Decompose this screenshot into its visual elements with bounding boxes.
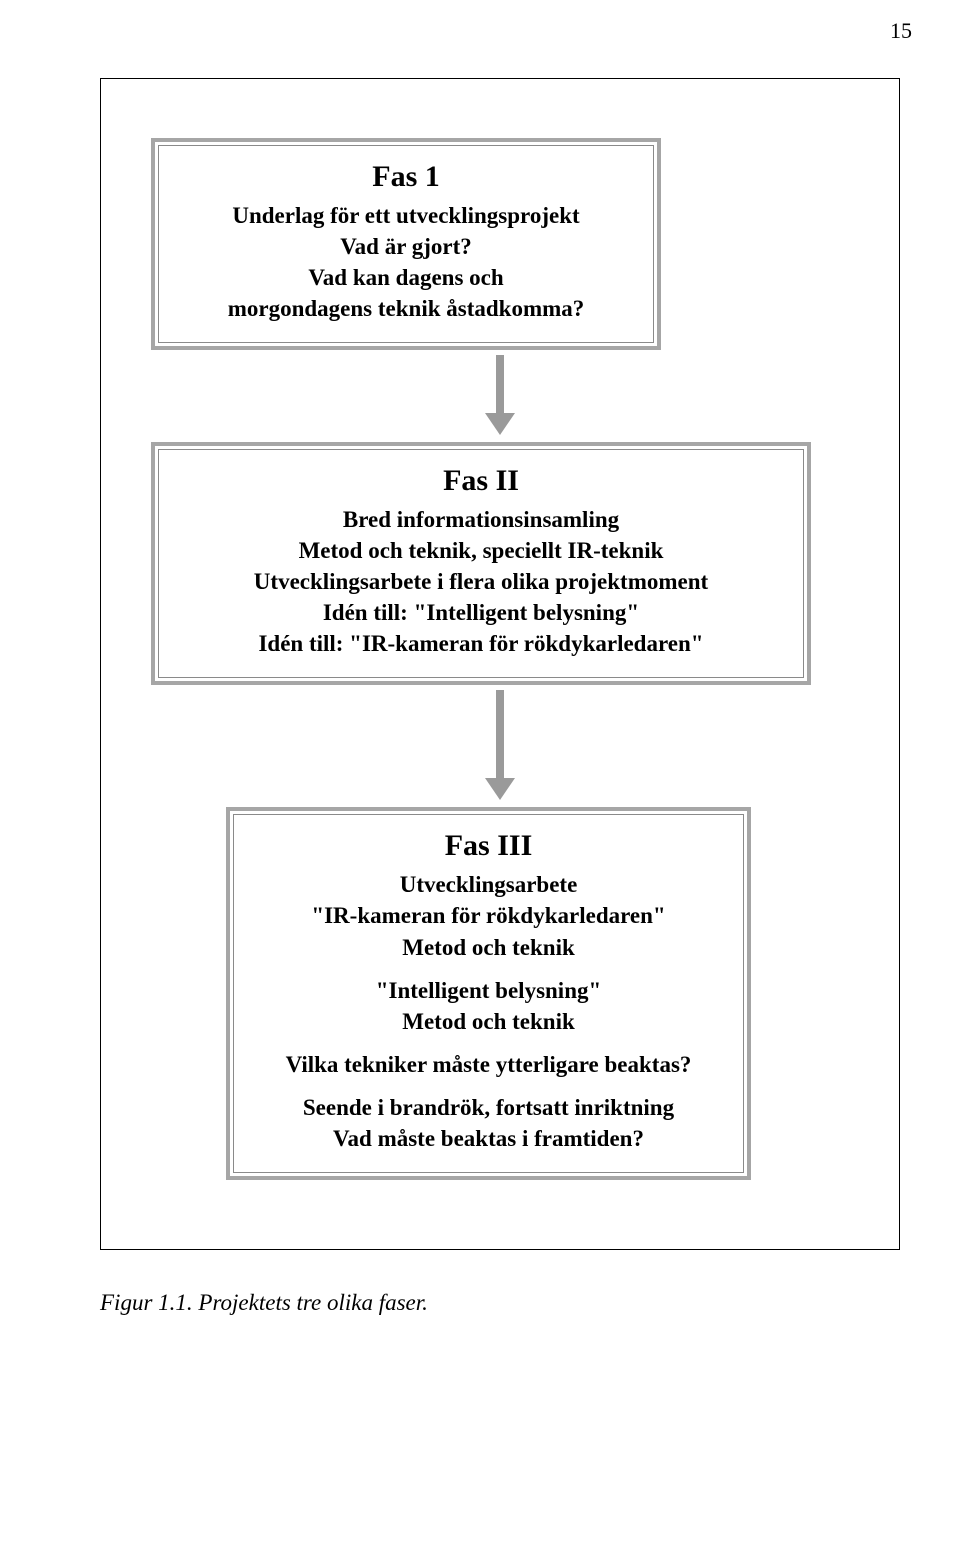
phase-2-title: Fas II (179, 464, 783, 498)
phase-2-line: Utvecklingsarbete i flera olika projektm… (179, 566, 783, 597)
phase-2-box: Fas II Bred informationsinsamling Metod … (146, 437, 816, 690)
phase-1-line: Underlag för ett utvecklingsprojekt (179, 200, 633, 231)
phase-1-outer-border: Fas 1 Underlag för ett utvecklingsprojek… (151, 138, 661, 350)
phase-2-line: Idén till: "IR-kameran för rökdykarledar… (179, 628, 783, 659)
phase-3-group: Vilka tekniker måste ytterligare beaktas… (254, 1049, 723, 1080)
phase-2-line: Bred informationsinsamling (179, 504, 783, 535)
document-page: 15 Fas 1 Underlag för ett utvecklingspro… (0, 0, 960, 1543)
phase-1-line: Vad är gjort? (179, 231, 633, 262)
phase-2-inner-border: Fas II Bred informationsinsamling Metod … (158, 449, 804, 678)
phase-3-line: Vilka tekniker måste ytterligare beaktas… (254, 1049, 723, 1080)
flowchart-frame: Fas 1 Underlag för ett utvecklingsprojek… (100, 78, 900, 1250)
phase-1-title: Fas 1 (179, 160, 633, 194)
phase-3-line: Utvecklingsarbete (254, 869, 723, 900)
arrow-down-icon (480, 690, 520, 802)
phase-3-line: Seende i brandrök, fortsatt inriktning (254, 1092, 723, 1123)
phase-3-line: Metod och teknik (254, 932, 723, 963)
phase-3-group: Seende i brandrök, fortsatt inriktning V… (254, 1092, 723, 1154)
phase-3-box: Fas III Utvecklingsarbete "IR-kameran fö… (221, 802, 756, 1184)
phase-2-outer-border: Fas II Bred informationsinsamling Metod … (151, 442, 811, 685)
arrow-down-icon (480, 355, 520, 437)
phase-1-box: Fas 1 Underlag för ett utvecklingsprojek… (146, 133, 666, 355)
phase-3-line: Metod och teknik (254, 1006, 723, 1037)
phase-3-title: Fas III (254, 829, 723, 863)
phase-3-group: Utvecklingsarbete "IR-kameran för rökdyk… (254, 869, 723, 962)
phase-2-line: Metod och teknik, speciellt IR-teknik (179, 535, 783, 566)
phase-1-line: Vad kan dagens och (179, 262, 633, 293)
phase-3-inner-border: Fas III Utvecklingsarbete "IR-kameran fö… (233, 814, 744, 1172)
phase-2-line: Idén till: "Intelligent belysning" (179, 597, 783, 628)
phase-3-group: "Intelligent belysning" Metod och teknik (254, 975, 723, 1037)
phase-1-line: morgondagens teknik åstadkomma? (179, 293, 633, 324)
phase-3-line: "Intelligent belysning" (254, 975, 723, 1006)
phase-1-inner-border: Fas 1 Underlag för ett utvecklingsprojek… (158, 145, 654, 343)
figure-caption: Figur 1.1. Projektets tre olika faser. (100, 1290, 900, 1316)
phase-3-outer-border: Fas III Utvecklingsarbete "IR-kameran fö… (226, 807, 751, 1179)
phase-3-line: Vad måste beaktas i framtiden? (254, 1123, 723, 1154)
page-number: 15 (890, 18, 912, 44)
phase-3-line: "IR-kameran för rökdykarledaren" (254, 900, 723, 931)
